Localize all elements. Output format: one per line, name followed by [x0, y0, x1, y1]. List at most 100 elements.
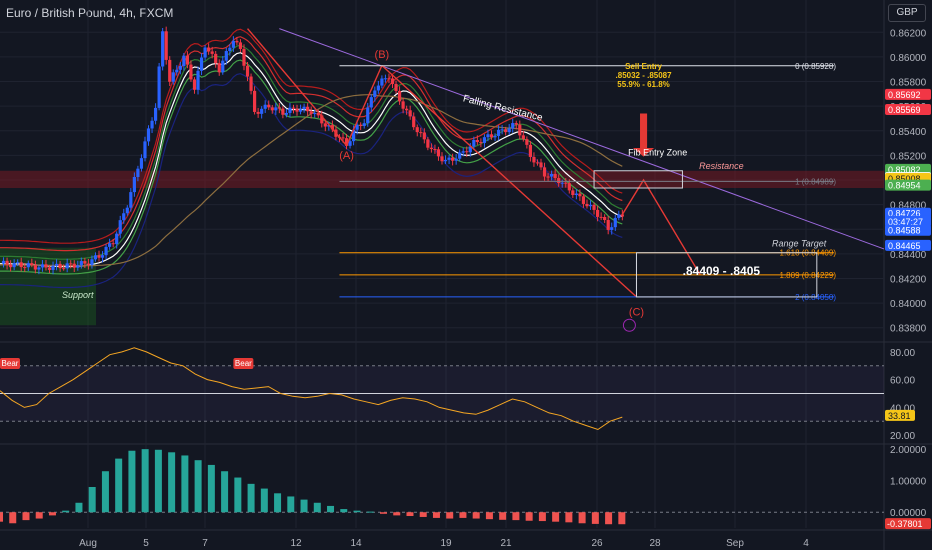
macd-bar [22, 512, 30, 521]
macd-bar [194, 460, 202, 513]
x-tick-label: Sep [726, 538, 744, 549]
candle-body [210, 51, 214, 54]
macd-bar [115, 458, 123, 513]
candle-body [373, 90, 377, 98]
macd-bar [88, 487, 96, 513]
macd-bar [512, 512, 520, 521]
candle-body [440, 156, 444, 162]
macd-bar [154, 449, 162, 513]
x-tick-label: 14 [350, 538, 362, 549]
candle-body [224, 51, 228, 61]
candle-body [405, 108, 409, 111]
currency-button[interactable]: GBP [888, 4, 926, 22]
candle-body [252, 90, 257, 112]
candle-body [122, 213, 126, 221]
candle-body [143, 141, 147, 159]
candle-body [111, 243, 115, 245]
x-tick-label: 7 [202, 538, 208, 549]
candle-body [192, 79, 197, 90]
candle-body [359, 124, 363, 126]
candle-body [472, 140, 476, 147]
ma-line [0, 52, 623, 268]
candle-body [270, 107, 274, 111]
candle-body [309, 111, 313, 114]
candle-body [33, 264, 37, 270]
candle-body [260, 108, 264, 114]
candle-body [376, 85, 380, 91]
candle-body [542, 167, 547, 177]
macd-bar [260, 488, 268, 513]
candle-body [553, 173, 557, 179]
candle-body [603, 217, 607, 221]
macd-bar [618, 512, 626, 525]
y-tick-label: 0.86200 [890, 28, 927, 39]
rsi-line [0, 347, 623, 431]
candle-body [263, 104, 267, 109]
bear-badge [233, 358, 254, 369]
x-tick-label: Aug [79, 538, 97, 549]
macd-value-tag [885, 518, 931, 530]
macd-bar [75, 502, 83, 513]
macd-bar [141, 449, 149, 513]
candle-body [341, 137, 345, 139]
candle-body [139, 158, 144, 169]
candle-body [83, 261, 87, 264]
candle-body [511, 123, 515, 129]
candle-body [164, 31, 168, 60]
candle-body [157, 66, 161, 108]
candle-body [118, 220, 122, 234]
macd-bar [525, 512, 533, 521]
price-tag-label: 0.85569 [888, 105, 921, 115]
candle-body [514, 123, 518, 125]
candle-body [207, 47, 211, 52]
candle-body [104, 246, 108, 256]
candle-body [617, 214, 621, 218]
candle-body [532, 156, 536, 163]
candle-body [72, 263, 76, 268]
chart-annotation: Range Target [772, 238, 827, 248]
candle-body [493, 135, 497, 138]
candle-body [451, 157, 455, 161]
macd-bar [578, 512, 586, 524]
candle-body [306, 106, 310, 112]
price-tag [885, 179, 931, 191]
macd-bar [9, 512, 17, 524]
wave-a-line [246, 28, 348, 146]
candle-body [535, 162, 540, 164]
candle-body [518, 124, 522, 136]
macd-bar [274, 493, 282, 513]
fib-level-label: 0 (0.85928) [795, 62, 836, 71]
candle-body [362, 123, 366, 126]
candle-body [380, 78, 384, 86]
macd-bar [499, 512, 507, 520]
candle-body [228, 47, 232, 52]
candle-body [366, 107, 370, 124]
candle-body [146, 128, 151, 142]
candle-body [178, 66, 182, 70]
candle-body [327, 125, 331, 127]
macd-bar [287, 496, 295, 513]
candle-body [546, 176, 550, 178]
upper-band-outer [0, 28, 623, 244]
candle-body [383, 78, 388, 80]
macd-bar [327, 505, 335, 513]
sell-entry-text: Sell Entry [625, 62, 662, 71]
candle-body [115, 233, 119, 245]
candle-body [100, 255, 105, 258]
fib-level-label: 1 (0.84989) [795, 177, 836, 186]
wave-label: (C) [629, 306, 644, 318]
resistance-zone [0, 170, 884, 188]
price-tag-label: 0.84465 [888, 241, 921, 251]
candle-body [51, 265, 55, 270]
candle-body [16, 262, 20, 264]
x-tick-label: 12 [290, 538, 302, 549]
candle-body [47, 267, 52, 270]
candle-body [443, 159, 448, 162]
bear-badge-label: Bear [235, 359, 252, 368]
candle-body [606, 220, 610, 230]
candle-body [316, 112, 320, 116]
rsi-value-tag [885, 409, 915, 421]
candle-body [150, 120, 154, 129]
candle-body [620, 214, 624, 217]
candle-body [401, 101, 405, 109]
